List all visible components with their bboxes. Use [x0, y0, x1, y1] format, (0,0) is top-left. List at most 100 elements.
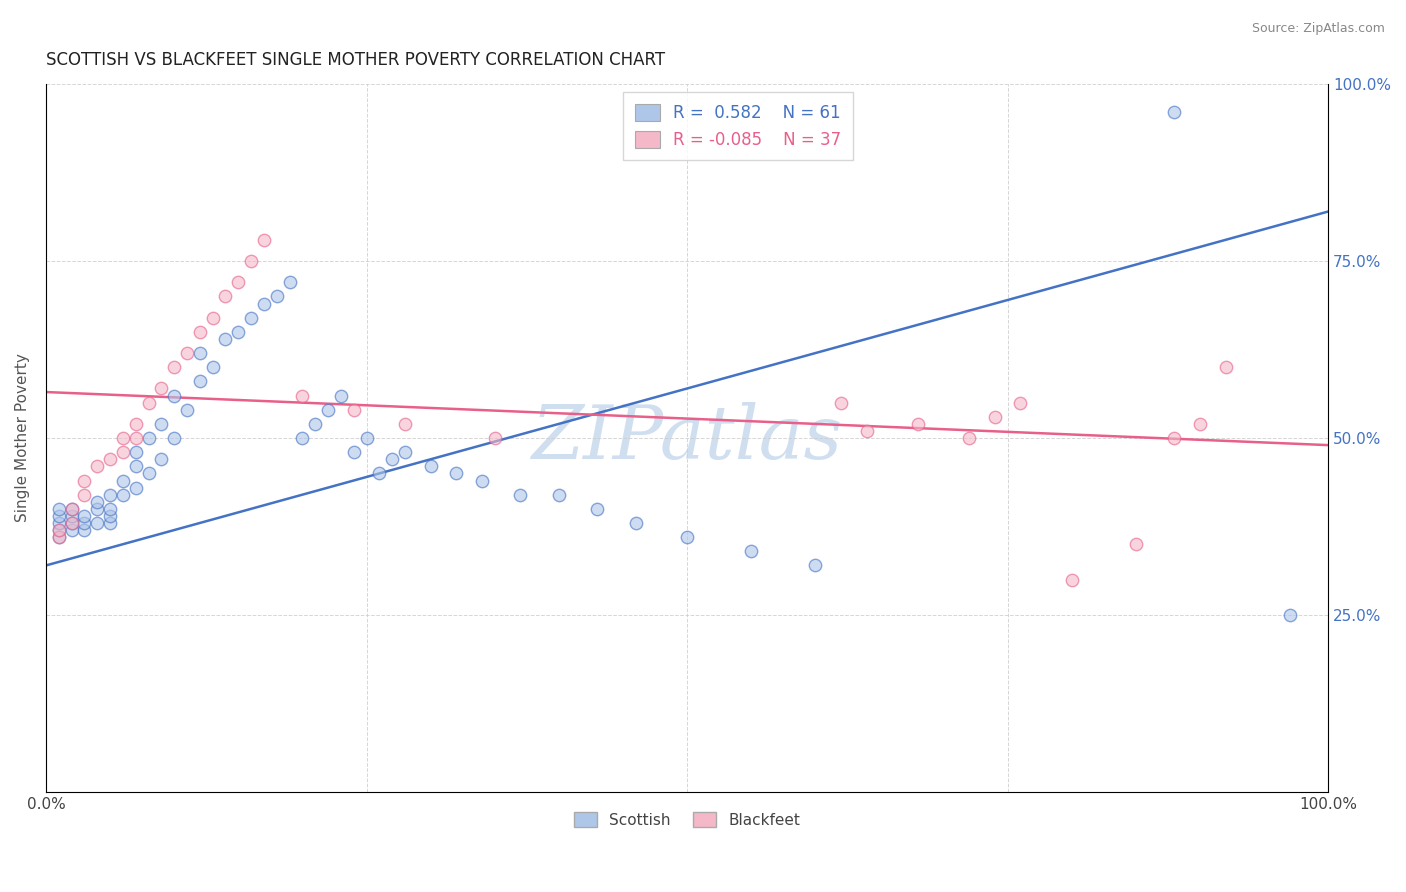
- Point: [586, 501, 609, 516]
- Point: [830, 395, 852, 409]
- Point: [125, 417, 148, 431]
- Point: [624, 516, 647, 530]
- Point: [111, 431, 134, 445]
- Point: [86, 459, 108, 474]
- Point: [188, 375, 211, 389]
- Point: [214, 332, 236, 346]
- Point: [394, 417, 416, 431]
- Point: [509, 488, 531, 502]
- Point: [226, 325, 249, 339]
- Point: [98, 488, 121, 502]
- Point: [1060, 573, 1083, 587]
- Point: [240, 254, 263, 268]
- Point: [226, 276, 249, 290]
- Point: [419, 459, 441, 474]
- Point: [111, 474, 134, 488]
- Point: [138, 431, 160, 445]
- Point: [125, 481, 148, 495]
- Point: [804, 558, 827, 573]
- Point: [48, 530, 70, 544]
- Point: [1163, 105, 1185, 120]
- Point: [907, 417, 929, 431]
- Point: [957, 431, 980, 445]
- Point: [48, 508, 70, 523]
- Point: [316, 402, 339, 417]
- Point: [150, 452, 173, 467]
- Point: [163, 431, 186, 445]
- Point: [73, 508, 96, 523]
- Point: [343, 445, 366, 459]
- Point: [343, 402, 366, 417]
- Point: [86, 494, 108, 508]
- Point: [98, 501, 121, 516]
- Point: [253, 233, 276, 247]
- Point: [676, 530, 699, 544]
- Point: [125, 445, 148, 459]
- Point: [125, 459, 148, 474]
- Point: [201, 310, 224, 325]
- Text: ZIPatlas: ZIPatlas: [531, 401, 842, 475]
- Point: [150, 417, 173, 431]
- Point: [98, 516, 121, 530]
- Text: Source: ZipAtlas.com: Source: ZipAtlas.com: [1251, 22, 1385, 36]
- Point: [111, 488, 134, 502]
- Point: [855, 424, 877, 438]
- Point: [188, 346, 211, 360]
- Point: [984, 409, 1007, 424]
- Point: [176, 346, 198, 360]
- Point: [60, 523, 83, 537]
- Point: [86, 516, 108, 530]
- Point: [329, 388, 352, 402]
- Point: [394, 445, 416, 459]
- Point: [138, 467, 160, 481]
- Point: [60, 501, 83, 516]
- Point: [291, 431, 314, 445]
- Point: [484, 431, 506, 445]
- Point: [48, 516, 70, 530]
- Text: SCOTTISH VS BLACKFEET SINGLE MOTHER POVERTY CORRELATION CHART: SCOTTISH VS BLACKFEET SINGLE MOTHER POVE…: [46, 51, 665, 69]
- Point: [201, 360, 224, 375]
- Point: [1188, 417, 1211, 431]
- Point: [73, 516, 96, 530]
- Point: [176, 402, 198, 417]
- Point: [60, 516, 83, 530]
- Point: [1278, 607, 1301, 622]
- Point: [278, 276, 301, 290]
- Point: [48, 530, 70, 544]
- Point: [471, 474, 494, 488]
- Point: [111, 445, 134, 459]
- Point: [266, 289, 288, 303]
- Point: [86, 501, 108, 516]
- Y-axis label: Single Mother Poverty: Single Mother Poverty: [15, 353, 30, 523]
- Point: [291, 388, 314, 402]
- Point: [356, 431, 378, 445]
- Point: [240, 310, 263, 325]
- Point: [48, 523, 70, 537]
- Point: [48, 501, 70, 516]
- Point: [60, 516, 83, 530]
- Point: [188, 325, 211, 339]
- Point: [98, 452, 121, 467]
- Point: [740, 544, 762, 558]
- Point: [1163, 431, 1185, 445]
- Point: [48, 523, 70, 537]
- Legend: Scottish, Blackfeet: Scottish, Blackfeet: [568, 805, 807, 834]
- Point: [73, 523, 96, 537]
- Point: [98, 508, 121, 523]
- Point: [163, 388, 186, 402]
- Point: [1215, 360, 1237, 375]
- Point: [73, 488, 96, 502]
- Point: [214, 289, 236, 303]
- Point: [368, 467, 391, 481]
- Point: [73, 474, 96, 488]
- Point: [163, 360, 186, 375]
- Point: [125, 431, 148, 445]
- Point: [138, 395, 160, 409]
- Point: [1125, 537, 1147, 551]
- Point: [150, 382, 173, 396]
- Point: [304, 417, 326, 431]
- Point: [60, 501, 83, 516]
- Point: [446, 467, 468, 481]
- Point: [1010, 395, 1032, 409]
- Point: [253, 296, 276, 310]
